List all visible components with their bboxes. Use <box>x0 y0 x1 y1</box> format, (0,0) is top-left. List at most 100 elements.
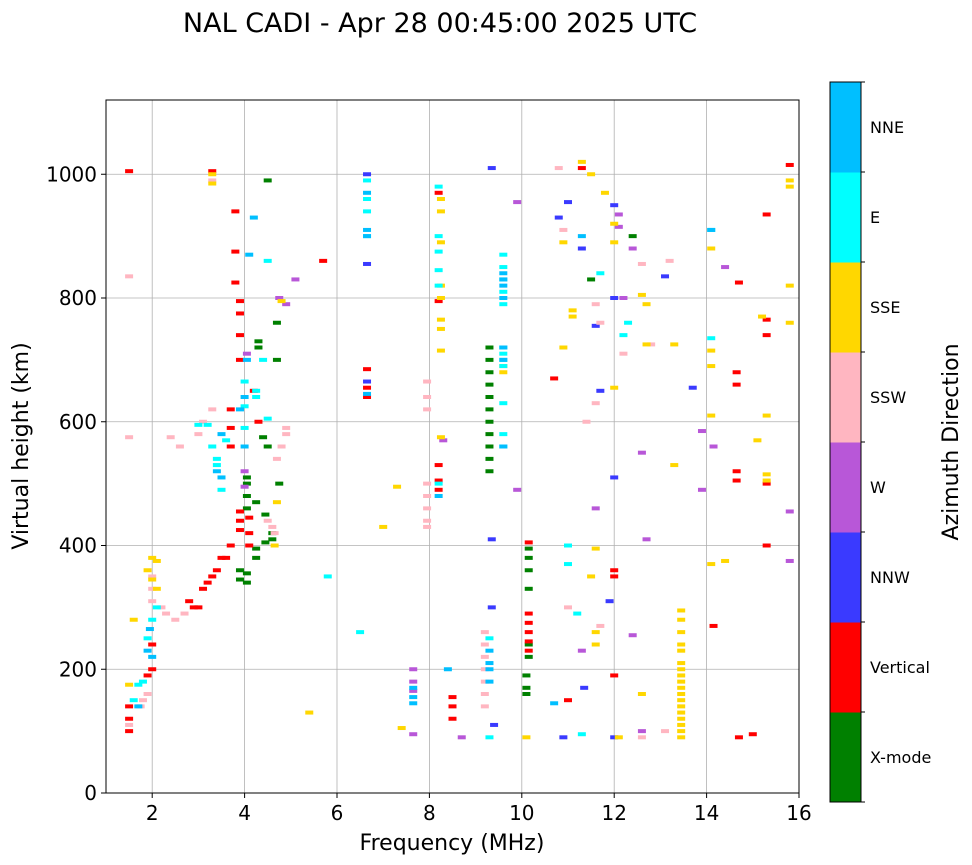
data-point <box>677 667 686 672</box>
data-point <box>762 472 771 477</box>
data-point <box>499 364 508 369</box>
data-point <box>152 586 161 591</box>
data-point <box>448 704 457 709</box>
data-point <box>148 555 157 560</box>
data-point <box>499 252 508 257</box>
x-tick-label: 6 <box>331 801 344 825</box>
data-point <box>235 407 244 412</box>
data-point <box>642 537 651 542</box>
data-point <box>677 704 686 709</box>
data-point <box>148 642 157 647</box>
data-point <box>222 555 231 560</box>
data-point <box>148 667 157 672</box>
data-point <box>217 475 226 480</box>
data-point <box>275 296 284 300</box>
data-point <box>524 642 533 647</box>
data-point <box>762 212 771 217</box>
data-point <box>499 277 508 282</box>
data-point <box>732 382 741 387</box>
data-point <box>707 246 716 251</box>
data-point <box>434 463 443 468</box>
data-point <box>485 357 494 362</box>
data-point <box>143 673 152 678</box>
data-point <box>619 296 628 300</box>
colorbar-label: Azimuth Direction <box>939 343 964 540</box>
data-point <box>522 685 531 690</box>
data-point <box>423 518 432 523</box>
data-point <box>268 524 277 529</box>
data-point <box>647 342 656 347</box>
data-point <box>485 679 494 684</box>
data-point <box>323 574 332 579</box>
data-point <box>677 729 686 734</box>
data-point <box>568 314 577 319</box>
data-point <box>600 190 609 195</box>
data-point <box>423 379 432 384</box>
data-point <box>226 407 235 412</box>
data-point <box>275 481 284 486</box>
colorbar-category-label: Vertical <box>870 658 930 677</box>
data-point <box>591 630 600 635</box>
data-point <box>524 654 533 659</box>
data-point <box>363 234 372 239</box>
data-point <box>252 395 261 399</box>
data-point <box>596 271 605 276</box>
data-point <box>637 261 646 266</box>
data-point <box>443 667 452 672</box>
data-point <box>189 605 198 610</box>
data-point <box>226 444 235 449</box>
data-point <box>785 509 794 514</box>
data-point <box>231 280 240 285</box>
data-point <box>235 357 244 362</box>
data-point <box>436 326 445 331</box>
data-point <box>587 172 596 177</box>
data-point <box>363 172 372 177</box>
data-point <box>564 200 572 205</box>
data-point <box>524 568 533 573</box>
data-point <box>270 543 279 548</box>
data-point <box>148 617 157 622</box>
data-point <box>785 320 794 325</box>
data-point <box>677 661 686 666</box>
data-point <box>524 639 533 644</box>
data-point <box>697 429 706 434</box>
colorbar-segment <box>830 622 861 713</box>
data-point <box>524 586 533 591</box>
data-point <box>785 184 794 189</box>
data-point <box>580 685 589 690</box>
data-point <box>157 605 166 610</box>
data-point <box>235 577 244 582</box>
data-point <box>148 586 157 591</box>
colorbar-category-label: W <box>870 478 886 497</box>
data-point <box>282 432 291 437</box>
data-point <box>485 469 494 474</box>
data-point <box>148 654 157 659</box>
data-point <box>522 673 531 678</box>
data-point <box>485 382 494 387</box>
data-point <box>499 265 508 270</box>
data-point <box>222 438 231 443</box>
data-point <box>249 215 258 220</box>
data-point <box>577 166 586 171</box>
data-point <box>125 716 134 721</box>
x-tick-label: 16 <box>786 801 811 825</box>
data-point <box>145 627 154 632</box>
data-point <box>677 698 686 703</box>
data-point <box>423 494 432 498</box>
data-point <box>434 184 443 189</box>
data-point <box>272 357 281 362</box>
data-point <box>217 555 226 560</box>
y-tick-label: 0 <box>84 781 97 805</box>
data-point <box>436 296 445 300</box>
y-axis-label: Virtual height (km) <box>9 342 34 549</box>
data-point <box>485 432 494 437</box>
data-point <box>242 481 251 486</box>
colorbar-segment <box>830 352 861 443</box>
data-point <box>235 299 244 304</box>
data-point <box>677 735 686 740</box>
data-point <box>242 351 251 356</box>
data-point <box>125 435 134 440</box>
data-point <box>397 726 406 731</box>
data-point <box>522 692 531 696</box>
data-point <box>199 419 208 424</box>
